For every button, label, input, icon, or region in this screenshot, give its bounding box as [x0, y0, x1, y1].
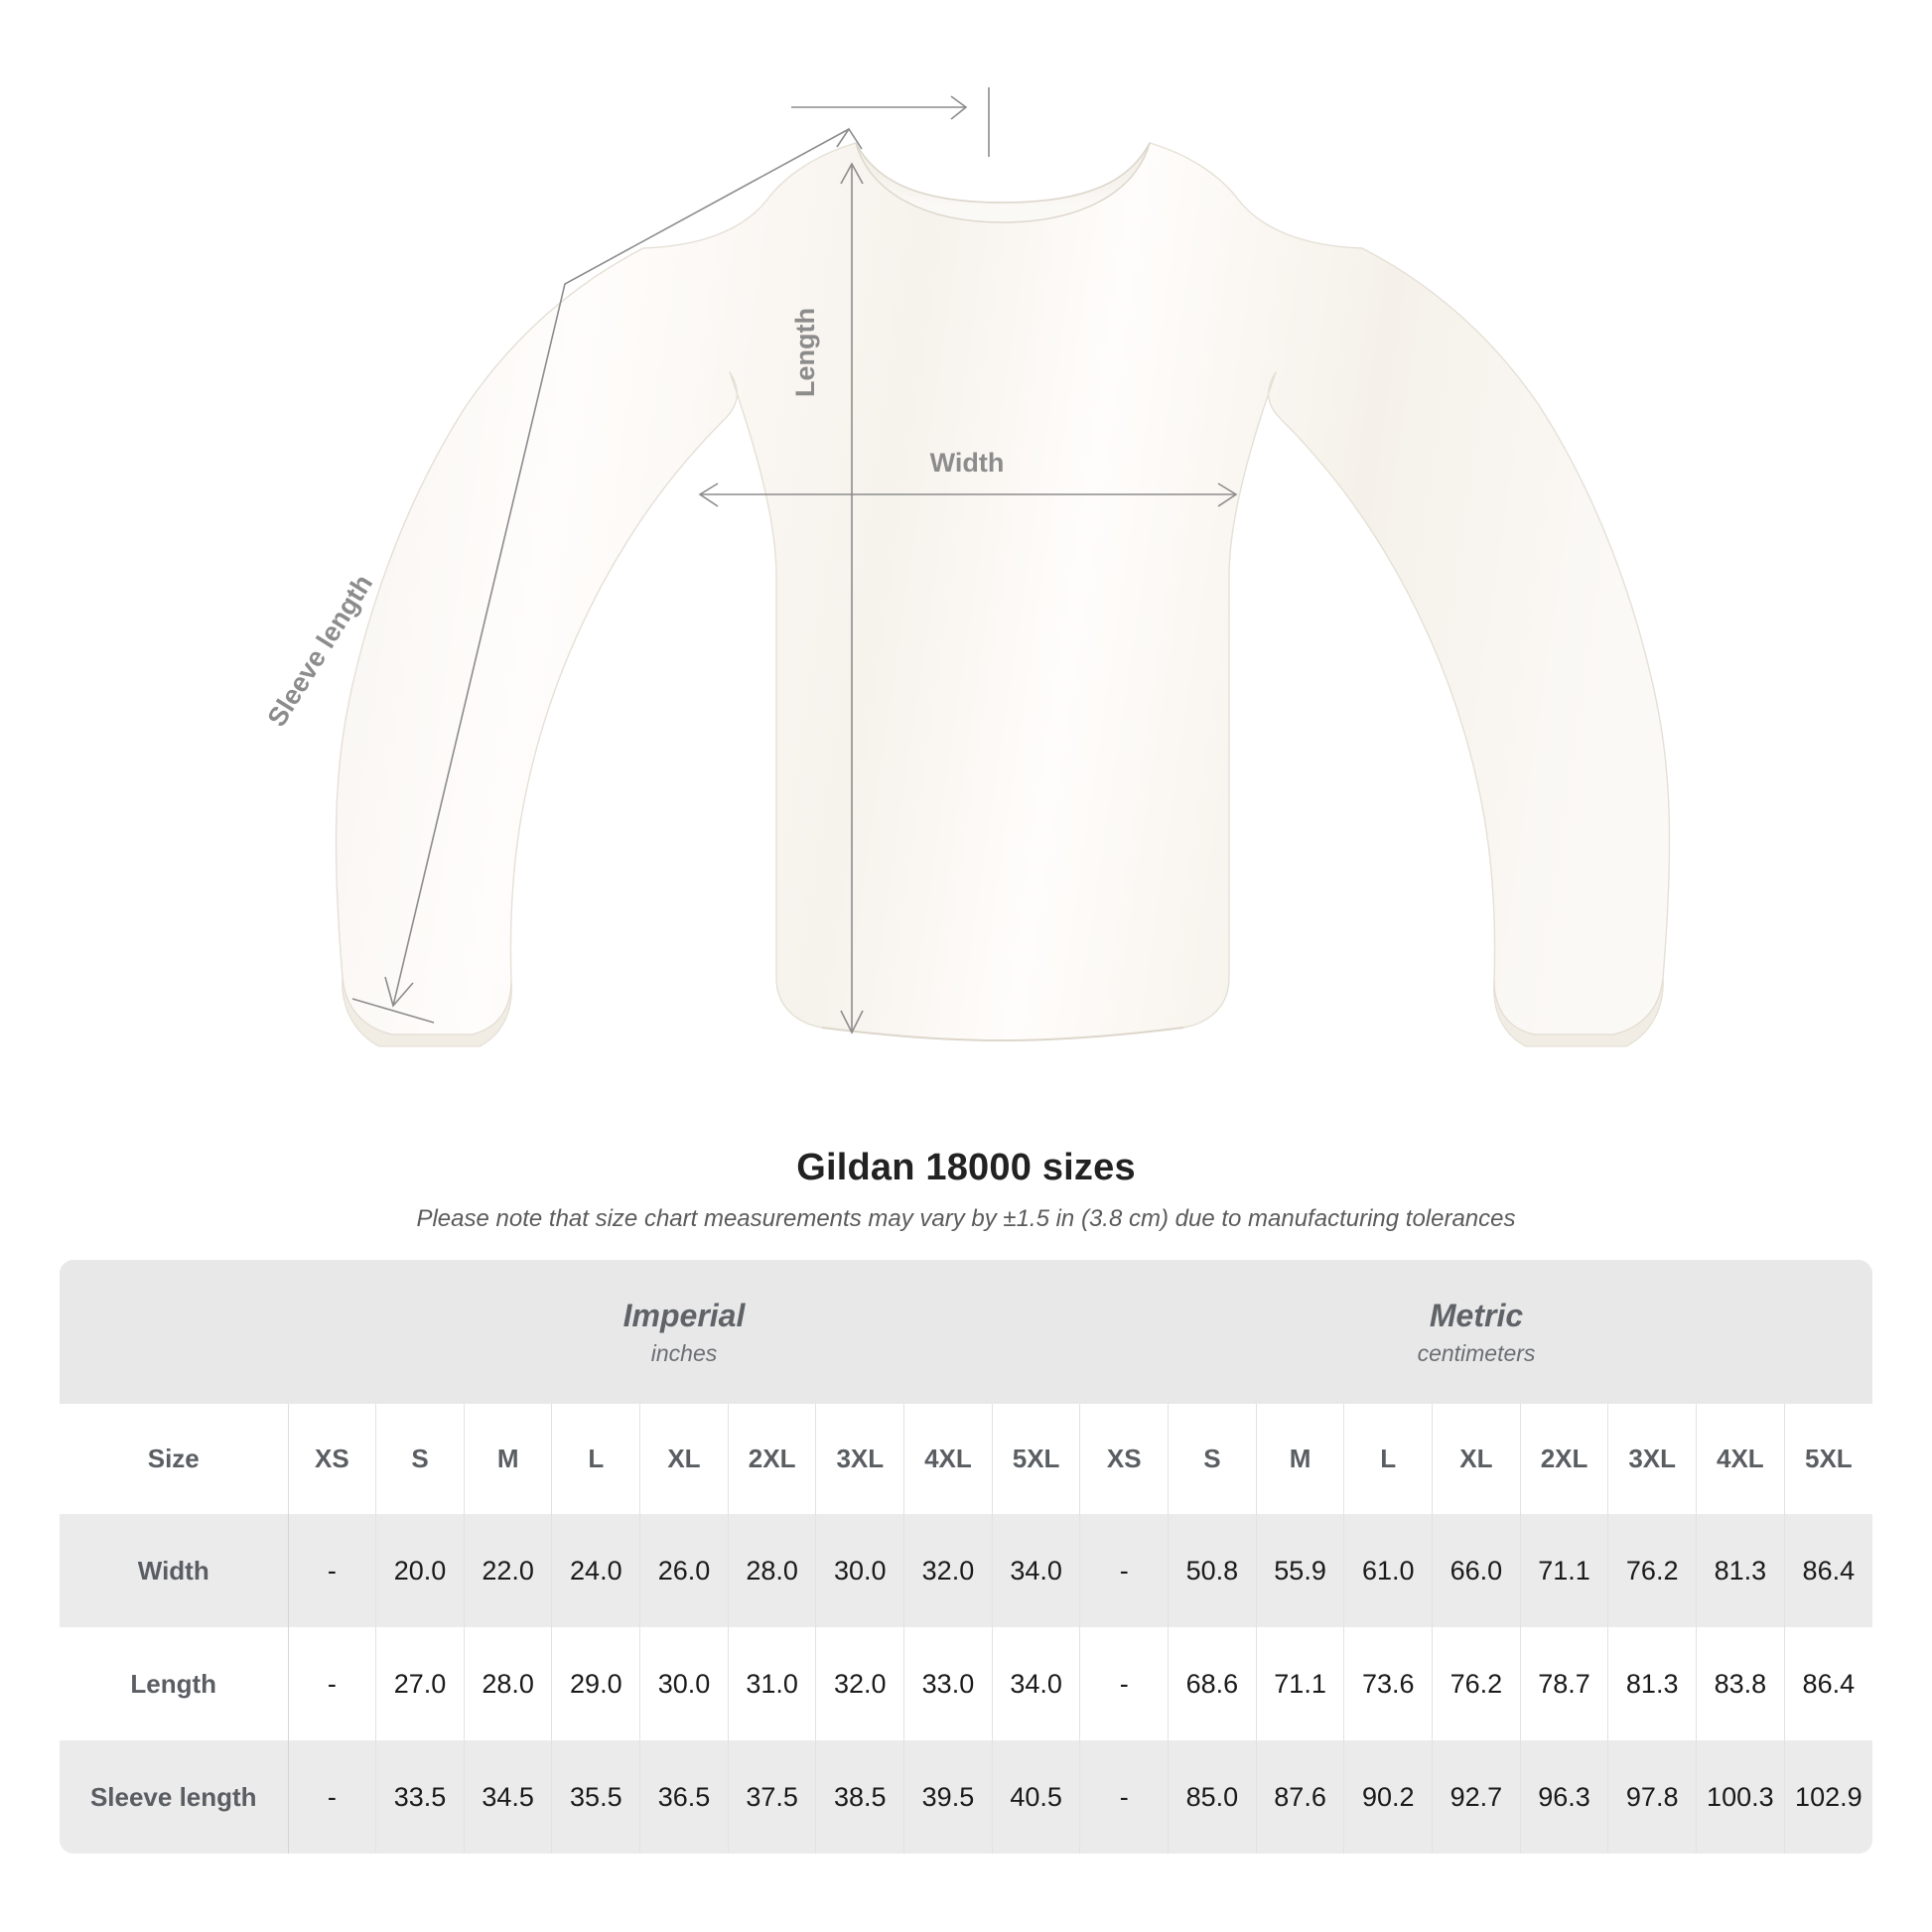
svg-text:Length: Length: [790, 308, 820, 397]
svg-text:Width: Width: [930, 448, 1005, 478]
